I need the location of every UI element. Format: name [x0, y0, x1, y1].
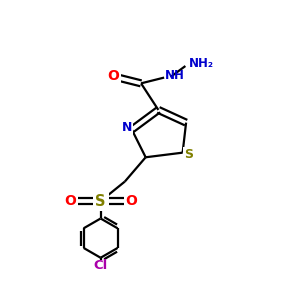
Text: O: O [125, 194, 137, 208]
Text: S: S [95, 194, 106, 209]
Text: N: N [122, 121, 132, 134]
Text: S: S [184, 148, 193, 161]
Text: NH₂: NH₂ [188, 56, 213, 70]
Text: O: O [107, 69, 119, 83]
Text: Cl: Cl [94, 259, 108, 272]
Text: O: O [64, 194, 76, 208]
Text: NH: NH [165, 69, 185, 82]
